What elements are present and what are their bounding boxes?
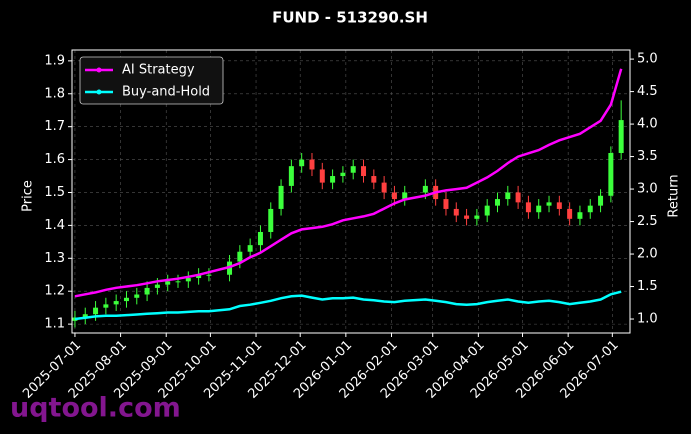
candle-body bbox=[484, 205, 490, 216]
candle-body bbox=[371, 176, 377, 183]
candle-body bbox=[494, 199, 500, 206]
y2-tick-label: 2.5 bbox=[637, 214, 658, 229]
candle-body bbox=[134, 294, 140, 298]
plot-frame bbox=[71, 49, 631, 334]
candle-body bbox=[319, 169, 325, 183]
y-axis-label: Price bbox=[21, 180, 36, 212]
y-tick-label: 1.8 bbox=[44, 86, 65, 101]
candle-body bbox=[278, 185, 284, 209]
y2-tick-label: 1.5 bbox=[637, 279, 658, 294]
candle-body bbox=[443, 199, 449, 209]
candle-body bbox=[175, 281, 181, 283]
candle-body bbox=[309, 159, 315, 170]
candle-body bbox=[577, 212, 583, 219]
candle-body bbox=[247, 245, 253, 252]
candle-body bbox=[206, 274, 212, 276]
y2-tick-label: 3.0 bbox=[637, 182, 658, 197]
y2-tick-label: 5.0 bbox=[637, 52, 658, 67]
candle-body bbox=[608, 152, 614, 196]
y-tick-label: 1.7 bbox=[44, 119, 65, 134]
y-tick-label: 1.6 bbox=[44, 152, 65, 167]
series-line bbox=[74, 68, 623, 298]
candle-body bbox=[165, 281, 171, 285]
legend-marker bbox=[96, 89, 102, 95]
candle-body bbox=[422, 185, 428, 193]
candle-body bbox=[618, 120, 624, 153]
candle-body bbox=[381, 182, 387, 193]
candle-body bbox=[361, 166, 367, 177]
candle-body bbox=[556, 202, 562, 209]
candle-body bbox=[340, 172, 346, 177]
candle-body bbox=[536, 205, 542, 213]
candle-body bbox=[196, 274, 202, 279]
candle-body bbox=[103, 304, 109, 308]
candle-body bbox=[257, 231, 263, 246]
candle-body bbox=[154, 284, 160, 288]
candle-body bbox=[598, 195, 604, 206]
candle-body bbox=[391, 192, 397, 200]
candle-body bbox=[453, 208, 459, 216]
candle-body bbox=[464, 215, 470, 219]
chart-title: FUND - 513290.SH bbox=[272, 9, 428, 27]
candle-body bbox=[299, 159, 305, 167]
candle-body bbox=[288, 166, 294, 186]
candle-body bbox=[567, 208, 573, 219]
candle-body bbox=[350, 166, 356, 173]
y2-tick-label: 2.0 bbox=[637, 247, 658, 262]
watermark: uqtool.com bbox=[10, 393, 181, 424]
y-tick-label: 1.5 bbox=[44, 185, 65, 200]
candle-body bbox=[268, 208, 274, 232]
candle-body bbox=[123, 297, 129, 302]
candle-body bbox=[515, 192, 521, 203]
candle-body bbox=[330, 176, 336, 183]
candle-body bbox=[144, 287, 150, 295]
y-tick-label: 1.9 bbox=[44, 53, 65, 68]
candle-body bbox=[525, 202, 531, 213]
y-tick-label: 1.1 bbox=[44, 317, 65, 332]
candle-body bbox=[505, 192, 511, 200]
candle-body bbox=[82, 314, 88, 318]
candle-body bbox=[237, 251, 243, 262]
candle-body bbox=[474, 215, 480, 219]
candle-body bbox=[402, 192, 408, 200]
y-tick-label: 1.3 bbox=[44, 251, 65, 266]
series-line bbox=[74, 290, 622, 321]
legend-label: Buy-and-Hold bbox=[122, 85, 210, 100]
y2-tick-label: 1.0 bbox=[637, 312, 658, 327]
y2-axis-label: Return bbox=[667, 174, 682, 217]
candle-body bbox=[185, 278, 191, 282]
candle-body bbox=[587, 205, 593, 213]
y2-tick-label: 3.5 bbox=[637, 149, 658, 164]
y2-tick-label: 4.5 bbox=[637, 84, 658, 99]
legend-box bbox=[79, 56, 224, 105]
candle-body bbox=[113, 301, 119, 305]
candle-body bbox=[546, 202, 552, 206]
candle-body bbox=[93, 307, 99, 315]
y-tick-label: 1.2 bbox=[44, 284, 65, 299]
y2-tick-label: 4.0 bbox=[637, 117, 658, 132]
legend-label: AI Strategy bbox=[122, 63, 195, 78]
y-tick-label: 1.4 bbox=[44, 218, 65, 233]
legend-marker bbox=[96, 67, 102, 73]
